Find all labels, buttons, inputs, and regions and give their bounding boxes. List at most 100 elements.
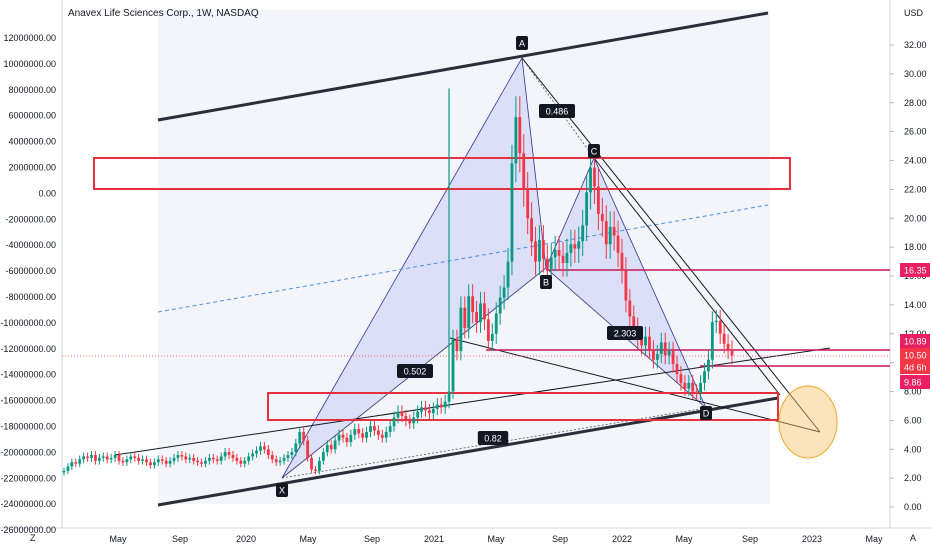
left-tick-label: -24000000.00 xyxy=(0,499,56,509)
candle-body xyxy=(266,449,270,456)
trend-line-c[interactable] xyxy=(593,157,781,396)
price-label-badge xyxy=(900,334,930,348)
candle-body xyxy=(439,404,443,408)
candle-body xyxy=(530,218,533,242)
ratio-badge[interactable] xyxy=(477,431,509,445)
price-label-badge xyxy=(900,360,930,374)
candle-body xyxy=(318,460,321,471)
candle-body xyxy=(74,462,78,464)
left-tick-label: -10000000.00 xyxy=(0,318,56,328)
pattern-point-c[interactable] xyxy=(588,144,600,158)
candle-body xyxy=(133,456,137,458)
left-tick-label: -12000000.00 xyxy=(0,344,56,354)
ratio-label: 2.303 xyxy=(614,329,637,339)
right-tick-label: 8.00 xyxy=(904,387,922,397)
ratio-badge[interactable] xyxy=(539,104,575,118)
candle-body xyxy=(502,287,506,298)
ratio-badge[interactable] xyxy=(397,364,433,378)
pattern-point-d[interactable] xyxy=(700,406,712,420)
channel-upper-line[interactable] xyxy=(157,11,769,122)
candle-body xyxy=(506,261,510,288)
candle-body xyxy=(593,167,596,187)
support-zone[interactable] xyxy=(267,392,779,421)
ratio-label: 0.502 xyxy=(404,367,427,377)
right-tick-label: 0.00 xyxy=(904,502,922,512)
channel-mid-line[interactable] xyxy=(157,204,769,313)
candle-body xyxy=(282,457,286,461)
left-tick-label: -20000000.00 xyxy=(0,447,56,457)
pattern-point-x[interactable] xyxy=(276,483,288,497)
target-zone-circle[interactable] xyxy=(778,385,838,459)
candle-body xyxy=(255,450,258,454)
ratio-badge[interactable] xyxy=(607,326,643,340)
candle-body xyxy=(526,189,530,219)
candle-body xyxy=(600,213,604,222)
candle-body xyxy=(522,153,526,190)
candle-body xyxy=(235,457,239,461)
pattern-point-b[interactable] xyxy=(540,275,552,289)
candle-body xyxy=(718,320,722,334)
candle-body xyxy=(569,244,573,253)
left-tick-label: -6000000.00 xyxy=(5,266,56,276)
right-tick-label: 26.00 xyxy=(904,127,927,137)
currency-label: USD xyxy=(904,8,924,18)
ratio-labels: 0.486 0.502 2.303 0.82 xyxy=(397,104,643,445)
pattern-point-a[interactable] xyxy=(516,36,528,50)
time-axis: May Sep 2020 May Sep 2021 May Sep 2022 May Sep 2023… xyxy=(109,534,883,544)
candle-body xyxy=(196,460,199,463)
trend-line-a[interactable] xyxy=(521,57,821,433)
candle-body xyxy=(424,407,427,411)
candle-body xyxy=(310,457,313,470)
candle-body xyxy=(428,410,431,414)
candle-body xyxy=(545,258,549,269)
auto-scale-icon[interactable]: A xyxy=(910,533,916,543)
candle-body xyxy=(486,319,490,341)
candle-body xyxy=(616,235,620,253)
candle-body xyxy=(231,455,235,458)
time-tick-label: May xyxy=(109,534,127,544)
candle-body xyxy=(78,459,82,464)
candle-body xyxy=(117,455,121,461)
candle-body xyxy=(412,417,416,424)
timezone-icon[interactable]: Z xyxy=(30,533,36,543)
time-tick-label: Sep xyxy=(364,534,380,544)
candle-body xyxy=(498,297,502,314)
candle-body xyxy=(105,456,109,460)
candle-body xyxy=(490,333,494,341)
left-tick-label: 4000000.00 xyxy=(8,137,56,147)
right-tick-label: 24.00 xyxy=(904,156,927,166)
candle-body xyxy=(475,312,478,323)
candle-body xyxy=(675,364,679,375)
channel-lower-line[interactable] xyxy=(157,396,779,507)
candle-body xyxy=(113,455,117,458)
candle-body xyxy=(306,440,310,458)
ratio-label: 0.82 xyxy=(484,434,502,444)
candle-body xyxy=(459,307,463,352)
candle-body xyxy=(227,452,231,456)
candle-body xyxy=(597,186,600,214)
candle-body xyxy=(388,426,392,432)
resistance-zone[interactable] xyxy=(93,157,791,190)
candle-body xyxy=(160,459,164,461)
candle-body xyxy=(349,434,353,443)
candle-body xyxy=(483,303,486,320)
right-tick-label: 2.00 xyxy=(904,473,922,483)
left-tick-label: 2000000.00 xyxy=(8,163,56,173)
left-tick-label: -2000000.00 xyxy=(5,214,56,224)
candle-body xyxy=(451,339,455,392)
candle-body xyxy=(376,430,380,435)
candle-body xyxy=(663,342,667,356)
candle-body xyxy=(321,452,325,461)
time-tick-label: May xyxy=(675,534,693,544)
candle-body xyxy=(730,349,734,356)
trend-line-b[interactable] xyxy=(449,337,821,433)
pattern-point-label: B xyxy=(543,278,549,288)
candle-body xyxy=(534,241,537,262)
candle-body xyxy=(97,457,101,461)
candle-body xyxy=(329,444,333,450)
candle-body xyxy=(86,456,89,458)
candle-body xyxy=(420,407,423,412)
price-labels: 16.35 10.89 10.50 4d 6h 9.86 xyxy=(900,263,930,389)
candle-body xyxy=(180,455,184,457)
